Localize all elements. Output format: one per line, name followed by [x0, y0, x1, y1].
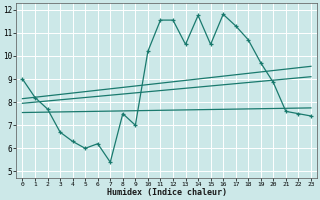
X-axis label: Humidex (Indice chaleur): Humidex (Indice chaleur) [107, 188, 227, 197]
